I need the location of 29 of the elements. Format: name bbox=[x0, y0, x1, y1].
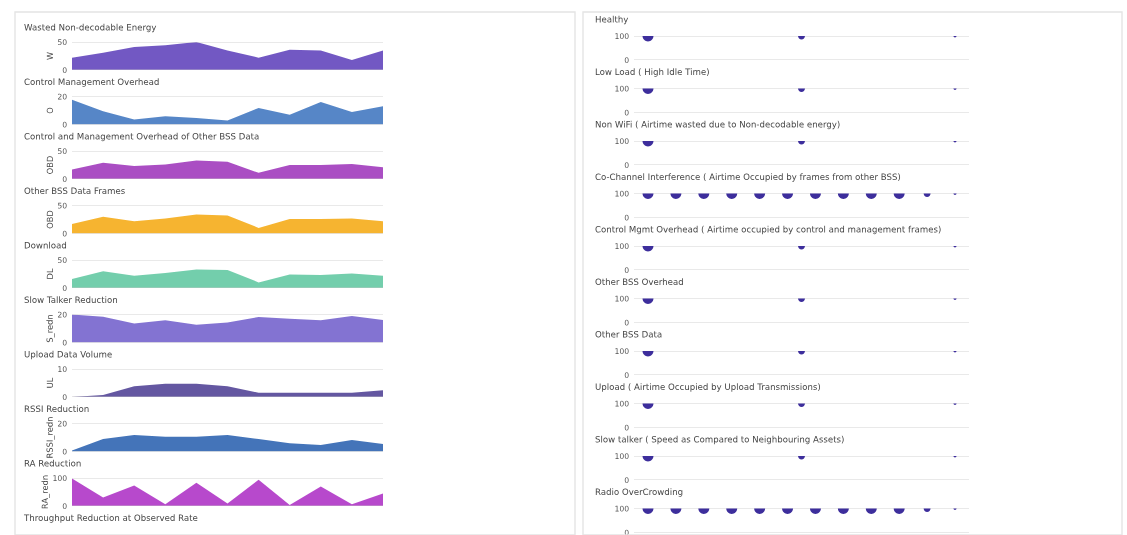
y-axis-title: O bbox=[46, 107, 54, 114]
y-axis-title: RSSI_redn bbox=[46, 417, 55, 458]
chart-title: Co-Channel Interference ( Airtime Occupied by frames from other BSS) bbox=[595, 173, 901, 182]
y-axis-title: OBD bbox=[46, 210, 54, 229]
chart-title: Other BSS Data Frames bbox=[24, 187, 125, 194]
y-axis-title: W bbox=[46, 52, 53, 60]
y-axis-title: UL bbox=[46, 377, 54, 388]
chart-title: Upload ( Airtime Occupied by Upload Transmissions) bbox=[595, 383, 821, 392]
y-axis-title: S_redn bbox=[46, 315, 55, 343]
chart-title: RSSI Reduction bbox=[24, 405, 89, 412]
chart-title: Download bbox=[24, 241, 67, 249]
y-axis-title: RA_redn bbox=[41, 475, 50, 509]
chart-title: Wasted Non-decodable Energy bbox=[24, 23, 157, 33]
chart-title: Control Management Overhead bbox=[24, 78, 159, 87]
chart-title: Radio OverCrowding bbox=[595, 488, 683, 497]
y-axis-title: OBD bbox=[46, 156, 54, 174]
chart-title: Other BSS Overhead bbox=[595, 278, 683, 285]
chart-title: Healthy bbox=[595, 15, 629, 25]
chart-title: Control Mgmt Overhead ( Airtime occupied by control and management frames) bbox=[595, 225, 941, 235]
chart-title: Control and Management Overhead of Other BSS Data bbox=[24, 132, 259, 142]
chart-title: RA Reduction bbox=[24, 459, 81, 467]
chart-title: Slow talker ( Speed as Compared to Neighbouring Assets) bbox=[595, 435, 844, 445]
text: Throughput Reduction at Observed Rate bbox=[23, 514, 198, 523]
y-axis-title: DL bbox=[46, 268, 53, 279]
chart-title: Upload Data Volume bbox=[24, 350, 112, 360]
chart-title: Low Load ( High Idle Time) bbox=[595, 68, 709, 77]
chart-title: Non WiFi ( Airtime wasted due to Non-decodable energy) bbox=[595, 120, 840, 130]
chart-title: Slow Talker Reduction bbox=[24, 296, 117, 303]
chart-title: Other BSS Data bbox=[595, 330, 662, 338]
